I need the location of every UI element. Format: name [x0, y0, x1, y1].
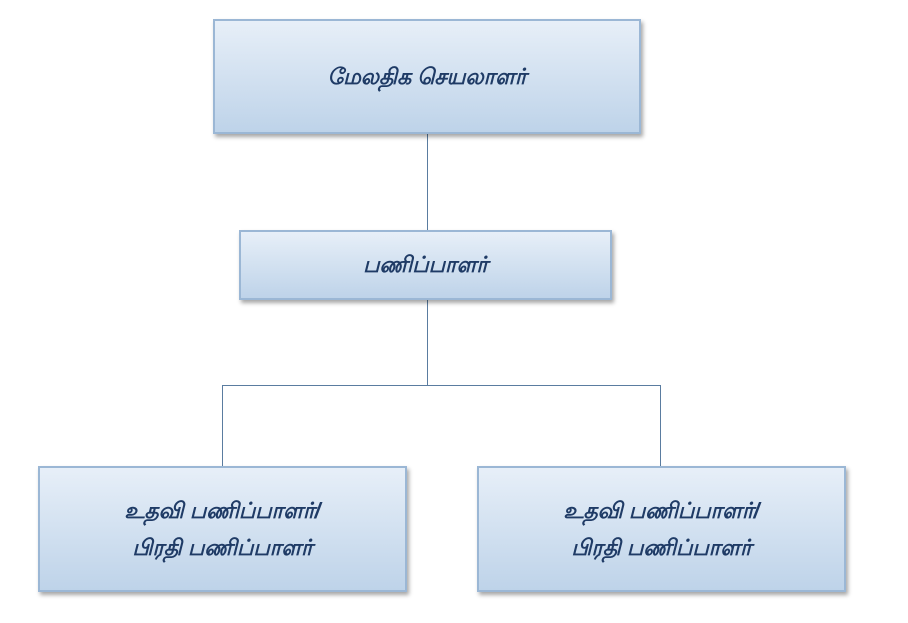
- org-node-mid: பணிப்பாளர்: [239, 230, 612, 300]
- org-node-leaf-right: உதவி பணிப்பாளர்/ பிரதி பணிப்பாளர்: [477, 466, 846, 592]
- org-node-mid-label: பணிப்பாளர்: [363, 246, 488, 283]
- connector-horizontal-split: [222, 385, 660, 386]
- org-node-leaf-left-label: உதவி பணிப்பாளர்/ பிரதி பணிப்பாளர்: [124, 492, 320, 567]
- org-node-leaf-left: உதவி பணிப்பாளர்/ பிரதி பணிப்பாளர்: [38, 466, 407, 592]
- connector-mid-to-split: [427, 300, 428, 385]
- org-node-leaf-right-label: உதவி பணிப்பாளர்/ பிரதி பணிப்பாளர்: [563, 492, 759, 567]
- org-node-root-label: மேலதிக செயலாளர்: [327, 58, 526, 95]
- connector-to-left-leaf: [222, 385, 223, 466]
- org-node-root: மேலதிக செயலாளர்: [213, 19, 641, 134]
- connector-to-right-leaf: [660, 385, 661, 466]
- connector-root-to-mid: [427, 134, 428, 230]
